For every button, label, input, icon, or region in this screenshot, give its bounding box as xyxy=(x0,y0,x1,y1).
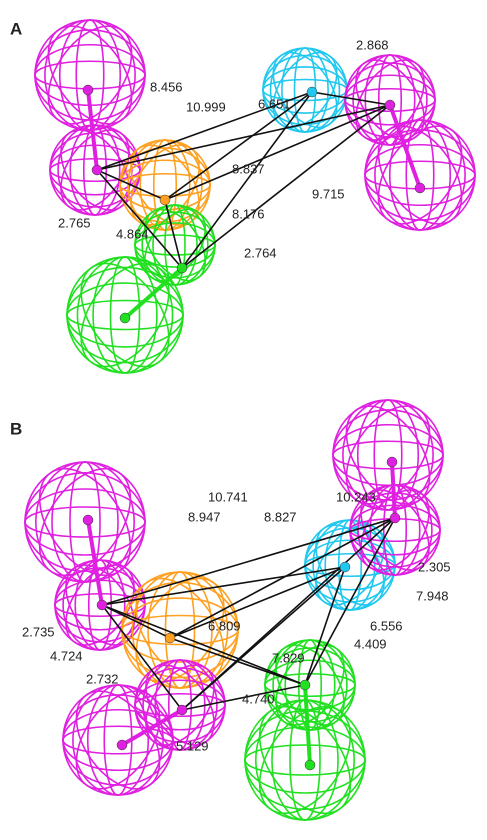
distance-label: 8.456 xyxy=(150,79,183,94)
distance-label: 6.651 xyxy=(258,96,291,111)
distance-label: 4.864 xyxy=(116,226,149,241)
figure: A B 2.868 8.456 6.651 10.999 8.837 9.715 8.176 2.… xyxy=(0,0,487,840)
atom xyxy=(387,457,397,467)
distance-label: 2.732 xyxy=(86,671,119,686)
distance-label: 10.999 xyxy=(186,99,226,114)
atom xyxy=(117,740,127,750)
distance-label: 2.764 xyxy=(244,245,277,260)
distance-label: 4.740 xyxy=(242,691,275,706)
atom xyxy=(97,600,107,610)
atom xyxy=(385,100,395,110)
atom xyxy=(340,562,350,572)
distance-label: 6.556 xyxy=(370,618,403,633)
distance-label: 7.829 xyxy=(272,650,305,665)
distance-label: 8.947 xyxy=(188,509,221,524)
atom xyxy=(415,183,425,193)
distance-label: 2.735 xyxy=(22,624,55,639)
distance-label: 8.176 xyxy=(232,206,265,221)
distance-label: 10.741 xyxy=(208,489,248,504)
atom xyxy=(390,513,400,523)
distance-label: 4.724 xyxy=(50,648,83,663)
atom xyxy=(177,705,187,715)
distance-label: 2.765 xyxy=(58,215,91,230)
atom xyxy=(83,85,93,95)
atom xyxy=(307,87,317,97)
atom xyxy=(300,680,310,690)
distance-label: 6.809 xyxy=(208,618,241,633)
distance-label: 8.827 xyxy=(264,509,297,524)
distance-label: 5.129 xyxy=(176,738,209,753)
distance-label: 2.305 xyxy=(418,559,451,574)
distance-label: 2.868 xyxy=(356,37,389,52)
atom xyxy=(160,195,170,205)
distance-label: 7.948 xyxy=(416,588,449,603)
panel-label: B xyxy=(10,419,22,438)
distance-label: 4.409 xyxy=(354,636,387,651)
distance-label: 10.243 xyxy=(336,489,376,504)
atom xyxy=(92,165,102,175)
atom xyxy=(165,633,175,643)
atom xyxy=(120,313,130,323)
atom xyxy=(83,515,93,525)
distance-label: 8.837 xyxy=(232,161,265,176)
atom xyxy=(177,263,187,273)
atom xyxy=(305,760,315,770)
distance-label: 9.715 xyxy=(312,186,345,201)
panel-label: A xyxy=(10,19,22,38)
